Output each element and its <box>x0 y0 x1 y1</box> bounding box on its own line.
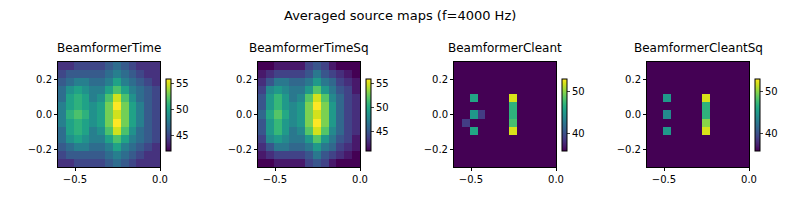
svg-text:55: 55 <box>376 78 389 89</box>
svg-text:0.0: 0.0 <box>152 174 168 185</box>
svg-text:−0.5: −0.5 <box>459 174 483 185</box>
svg-text:0.0: 0.0 <box>36 109 52 120</box>
svg-text:50: 50 <box>376 102 389 113</box>
svg-text:50: 50 <box>572 86 585 97</box>
svg-text:40: 40 <box>572 128 585 139</box>
svg-text:BeamformerCleant: BeamformerCleant <box>448 41 562 55</box>
svg-text:45: 45 <box>376 126 389 137</box>
svg-text:BeamformerCleantSq: BeamformerCleantSq <box>634 41 763 55</box>
svg-text:0.0: 0.0 <box>352 174 368 185</box>
svg-text:BeamformerTimeSq: BeamformerTimeSq <box>249 41 369 55</box>
svg-text:BeamformerTime: BeamformerTime <box>57 41 161 55</box>
svg-text:−0.5: −0.5 <box>652 174 676 185</box>
svg-text:−0.2: −0.2 <box>424 144 448 155</box>
svg-text:0.2: 0.2 <box>625 74 641 85</box>
svg-text:45: 45 <box>176 130 189 141</box>
svg-text:0.2: 0.2 <box>36 74 52 85</box>
svg-text:Averaged source maps (f=4000 H: Averaged source maps (f=4000 Hz) <box>284 8 516 23</box>
svg-text:−0.5: −0.5 <box>63 174 87 185</box>
svg-text:50: 50 <box>765 86 778 97</box>
svg-text:50: 50 <box>176 104 189 115</box>
svg-text:40: 40 <box>765 128 778 139</box>
svg-text:0.2: 0.2 <box>432 74 448 85</box>
svg-text:−0.2: −0.2 <box>617 144 641 155</box>
svg-text:0.0: 0.0 <box>432 109 448 120</box>
svg-text:0.0: 0.0 <box>741 174 757 185</box>
svg-text:0.0: 0.0 <box>625 109 641 120</box>
svg-text:55: 55 <box>176 78 189 89</box>
svg-text:0.2: 0.2 <box>236 74 252 85</box>
svg-text:−0.5: −0.5 <box>263 174 287 185</box>
svg-text:−0.2: −0.2 <box>28 144 52 155</box>
svg-text:−0.2: −0.2 <box>228 144 252 155</box>
svg-text:0.0: 0.0 <box>548 174 564 185</box>
svg-text:0.0: 0.0 <box>236 109 252 120</box>
